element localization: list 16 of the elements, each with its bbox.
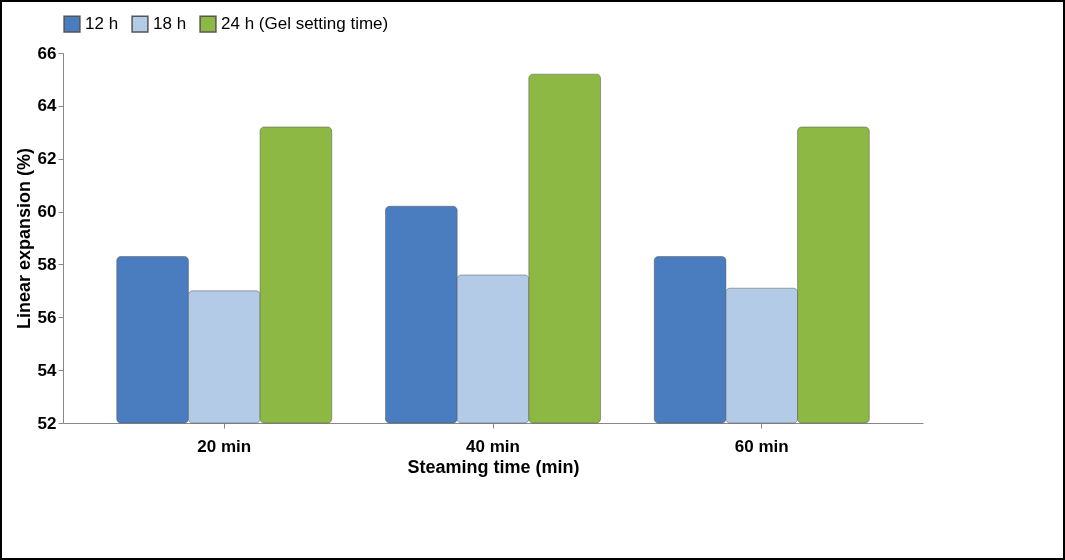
legend-label: 24 h (Gel setting time) xyxy=(221,14,389,34)
y-tick-label: 58 xyxy=(37,254,57,274)
x-axis-title: Steaming time (min) xyxy=(407,456,580,477)
y-tick-label: 54 xyxy=(37,360,58,380)
y-tick-label: 60 xyxy=(37,202,57,222)
y-tick-label: 56 xyxy=(37,307,57,327)
y-axis-title: Linear expansion (%) xyxy=(13,147,34,330)
x-tick-label: 40 min xyxy=(466,436,520,456)
legend-label: 12 h xyxy=(85,14,119,34)
y-tick-label: 64 xyxy=(37,96,58,116)
y-tick-label: 66 xyxy=(37,43,57,63)
x-tick-label: 60 min xyxy=(734,436,789,456)
y-tick-label: 62 xyxy=(37,149,57,169)
legend-label: 18 h xyxy=(153,14,187,34)
x-tick-label: 20 min xyxy=(197,436,252,456)
y-tick-label: 52 xyxy=(37,413,57,433)
